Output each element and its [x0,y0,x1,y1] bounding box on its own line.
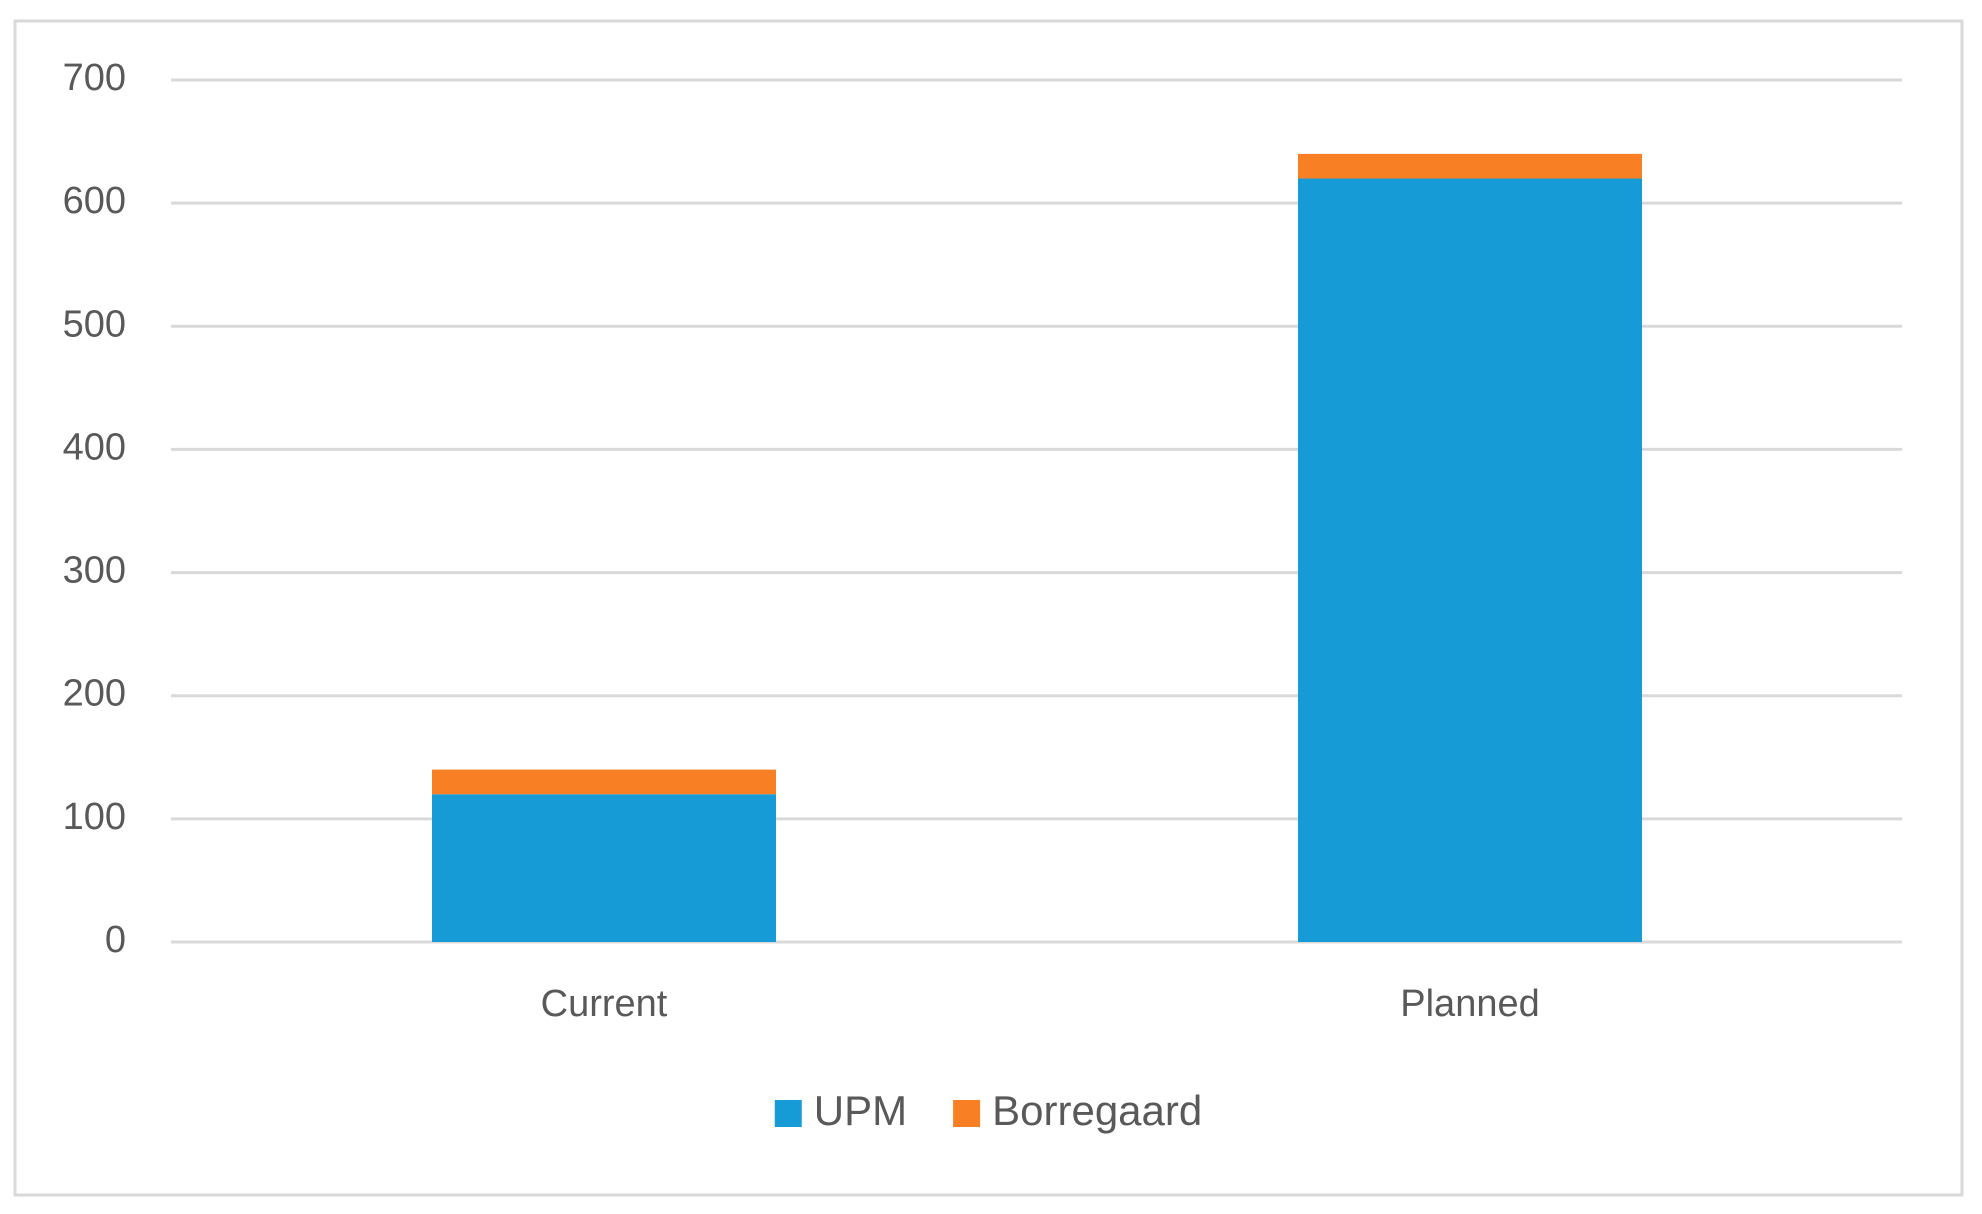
y-tick-label: 700 [63,57,126,99]
legend-label: Borregaard [992,1087,1202,1134]
chart-border [13,19,1964,1197]
legend-label: UPM [814,1087,907,1134]
y-tick-label: 200 [63,673,126,715]
bar-segment [1298,153,1642,179]
legend-swatch [774,1100,802,1127]
y-tick-label: 300 [63,550,126,592]
bar-segment [432,769,776,795]
y-tick-label: 600 [63,180,126,222]
x-tick-label: Current [541,983,668,1025]
legend-swatch [953,1100,981,1127]
x-tick-label: Planned [1400,983,1539,1025]
bar-segment [1298,178,1642,942]
bar-segment [432,794,776,942]
y-tick-label: 100 [63,796,126,838]
y-tick-label: 500 [63,303,126,345]
y-tick-label: 0 [105,919,126,961]
y-tick-label: 400 [63,426,126,468]
